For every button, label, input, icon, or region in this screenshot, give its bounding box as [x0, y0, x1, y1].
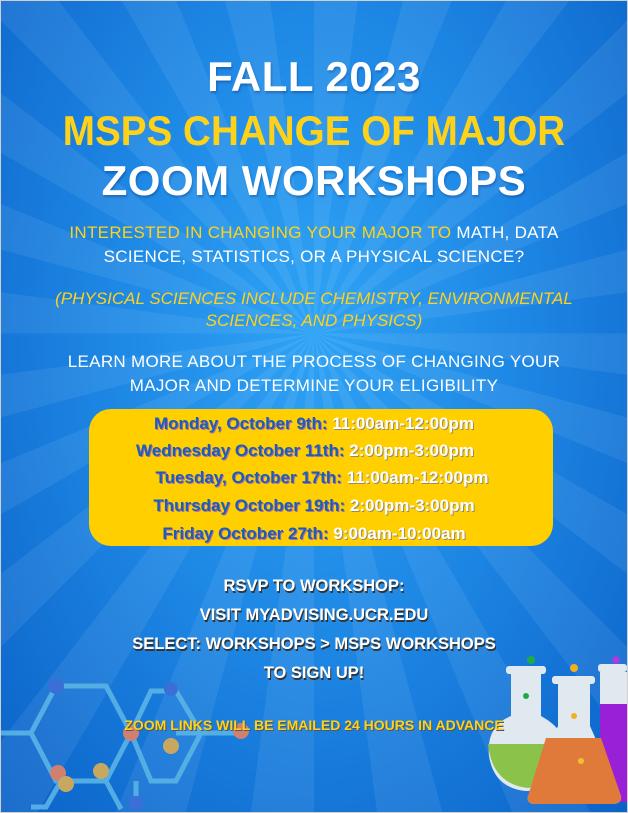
intro-line-2: SCIENCE, STATISTICS, OR A PHYSICAL SCIEN… [103, 247, 525, 266]
schedule-time: 2:00pm-3:00pm [345, 496, 475, 515]
schedule-time: 11:00am-12:00pm [341, 468, 489, 487]
title-year: FALL 2023 [207, 53, 421, 100]
rsvp-line: TO SIGN UP! [263, 664, 365, 682]
rsvp-line: SELECT: WORKSHOPS > MSPS WORKSHOPS [132, 635, 496, 653]
schedule-day: Wednesday October 11th: [136, 441, 345, 460]
learn-line-2: MAJOR AND DETERMINE YOUR ELIGIBILITY [129, 376, 499, 395]
schedule-item: Wednesday October 11th: 2:00pm-3:00pm [0, 441, 618, 461]
schedule-item: Thursday October 19th: 2:00pm-3:00pm [1, 496, 627, 516]
schedule-time: 9:00am-10:00am [328, 524, 466, 543]
note-line-1: (PHYSICAL SCIENCES INCLUDE CHEMISTRY, EN… [55, 289, 573, 308]
title-sub: ZOOM WORKSHOPS [101, 157, 527, 204]
zoom-links-note: ZOOM LINKS WILL BE EMAILED 24 HOURS IN A… [124, 717, 504, 733]
molecule-hexagon-graphic [1, 678, 249, 811]
intro-line-1: INTERESTED IN CHANGING YOUR MAJOR TO MAT… [1, 223, 627, 243]
note-line-2: SCIENCES, AND PHYSICS) [205, 311, 423, 330]
schedule-time: 11:00am-12:00pm [327, 414, 474, 433]
learn-line-1: LEARN MORE ABOUT THE PROCESS OF CHANGING… [67, 352, 561, 371]
schedule-day: Monday, October 9th: [154, 414, 328, 433]
chemistry-flasks-graphic [488, 656, 627, 804]
schedule-time: 2:00pm-3:00pm [344, 441, 474, 460]
schedule-item: Monday, October 9th: 11:00am-12:00pm [1, 414, 627, 434]
rsvp-url: VISIT MYADVISING.UCR.EDU [199, 606, 429, 624]
schedule-item: Tuesday, October 17th: 11:00am-12:00pm [9, 468, 628, 488]
title-main: MSPS CHANGE OF MAJOR [62, 107, 566, 154]
schedule-day: Thursday October 19th: [153, 496, 346, 515]
intro-yellow: INTERESTED IN CHANGING YOUR MAJOR TO [69, 223, 452, 242]
schedule-item: Friday October 27th: 9:00am-10:00am [1, 524, 627, 544]
schedule-day: Friday October 27th: [162, 524, 329, 543]
rsvp-line: RSVP TO WORKSHOP: [223, 577, 405, 595]
schedule-box [89, 409, 553, 546]
intro-white: MATH, DATA [451, 223, 559, 242]
schedule-day: Tuesday, October 17th: [155, 468, 342, 487]
